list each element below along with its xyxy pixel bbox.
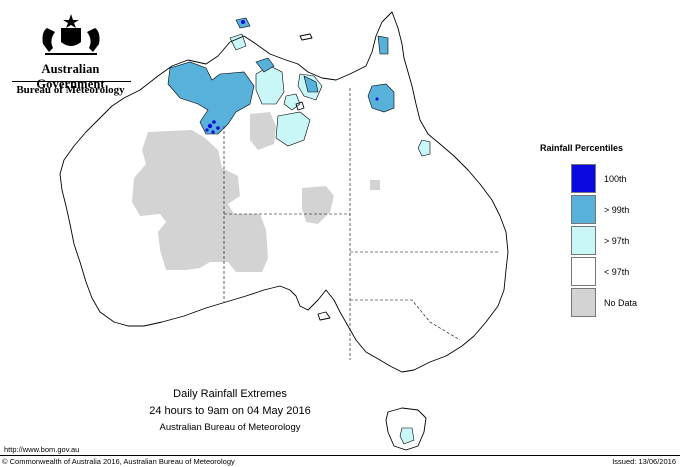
legend-swatch-100 (571, 164, 596, 193)
copyright-text: © Commonwealth of Australia 2016, Austra… (2, 457, 235, 466)
coat-of-arms-icon (42, 14, 99, 55)
caption-period: 24 hours to 9am on 04 May 2016 (149, 405, 311, 417)
issued-date: Issued: 13/06/2016 (612, 457, 676, 466)
state-borders (223, 88, 500, 360)
divider (12, 81, 131, 82)
percentile-97-regions (229, 33, 431, 445)
legend-title: Rainfall Percentiles (540, 143, 624, 153)
government-title: Australian Government (36, 62, 105, 91)
legend-swatch-no-data (571, 288, 596, 317)
legend-label-no-data: No Data (604, 298, 638, 308)
legend-label-99: > 99th (604, 205, 630, 215)
percentile-100-points (205, 20, 379, 134)
footer-divider (0, 455, 680, 456)
legend-swatch-99 (571, 195, 596, 224)
legend-label-below-97: < 97th (604, 267, 630, 277)
caption-title: Daily Rainfall Extremes (173, 388, 287, 400)
percentile-99-regions (167, 17, 395, 135)
government-branding: Australian Government Bureau of Meteorol… (8, 10, 133, 96)
coastline (59, 11, 509, 451)
caption-source: Australian Bureau of Meteorology (159, 422, 301, 433)
no-data-regions (132, 112, 380, 272)
website-link[interactable]: http://www.bom.gov.au (4, 445, 80, 454)
legend-swatch-97 (571, 226, 596, 255)
bureau-title: Bureau of Meteorology (16, 84, 125, 96)
legend-label-100: 100th (604, 174, 627, 184)
legend-swatch-below-97 (571, 257, 596, 286)
legend-label-97: > 97th (604, 236, 630, 246)
